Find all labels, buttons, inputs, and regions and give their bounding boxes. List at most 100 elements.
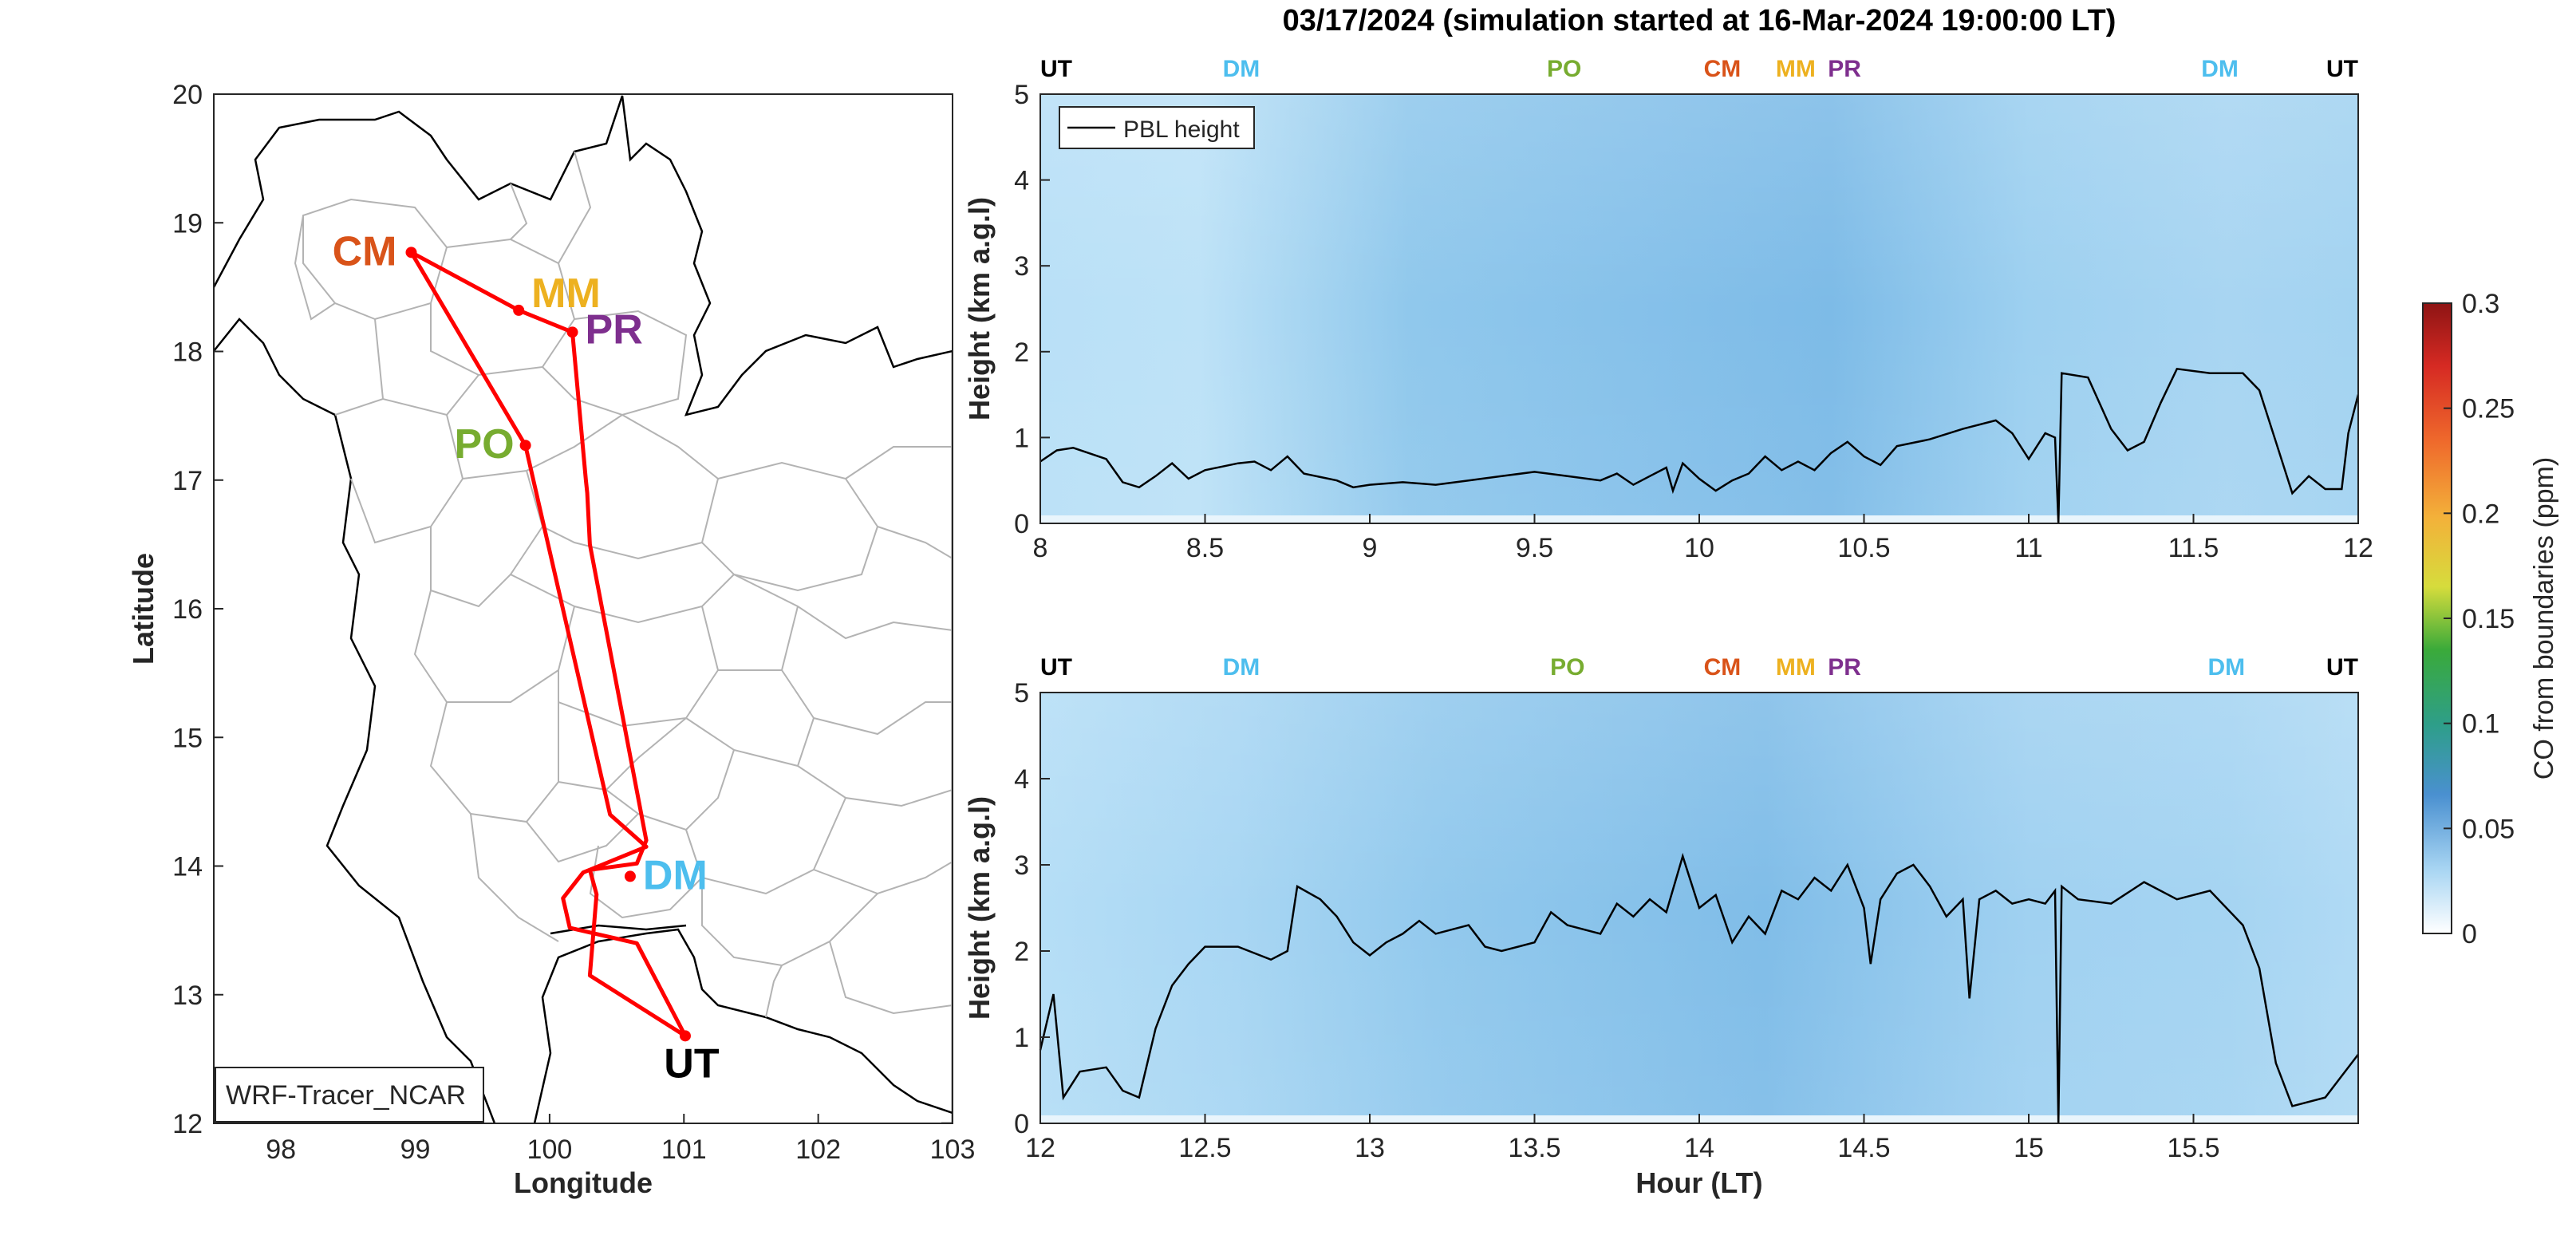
y-tick-label: 3 <box>1014 850 1029 881</box>
colorbar: 0 0.05 0.1 0.15 0.2 0.25 0.3 CO from boundarie… <box>2422 289 2559 949</box>
station-label: MM <box>531 270 601 317</box>
colorbar-ticks: 0 0.05 0.1 0.15 0.2 0.25 0.3 <box>2444 289 2515 949</box>
colorbar-tick-label: 0.3 <box>2462 289 2499 319</box>
colorbar-tick-label: 0.1 <box>2462 709 2499 740</box>
map-y-ticks: 12 13 14 15 16 17 18 19 20 <box>172 80 223 1139</box>
bottom-x-axis-label: Hour (LT) <box>1635 1166 1762 1199</box>
map-x-tick-label: 103 <box>930 1135 976 1165</box>
station-label: PO <box>454 421 514 468</box>
x-tick-label: 12.5 <box>1178 1133 1231 1163</box>
stop-label: DM <box>1223 654 1260 681</box>
y-tick-label: 0 <box>1014 1109 1029 1139</box>
province-borders <box>294 151 953 1018</box>
top-stop-labels: UT DM PO CM MM PR DM UT <box>1040 56 2358 82</box>
stop-label: UT <box>2326 654 2358 681</box>
map-legend: WRF-Tracer_NCAR <box>215 1067 484 1123</box>
x-tick-label: 8.5 <box>1186 533 1224 563</box>
x-tick-label: 11.5 <box>2168 533 2219 563</box>
stop-label: PR <box>1828 56 1861 82</box>
station-marker <box>624 870 636 882</box>
stop-label: UT <box>2326 56 2358 82</box>
map-y-tick-label: 17 <box>172 466 203 496</box>
y-tick-label: 4 <box>1014 166 1029 196</box>
y-tick-label: 0 <box>1014 509 1029 539</box>
x-tick-label: 11 <box>2014 533 2042 563</box>
stop-label: UT <box>1040 654 1072 681</box>
x-tick-label: 14 <box>1684 1133 1714 1163</box>
bottom-pbl-line <box>1039 852 2359 1124</box>
station-marker <box>679 1030 691 1042</box>
station-label: CM <box>333 228 397 274</box>
colorbar-tick-label: 0.15 <box>2462 604 2515 634</box>
stop-label: CM <box>1704 56 1742 82</box>
station-dots <box>405 247 691 1042</box>
stop-label: PO <box>1547 56 1581 82</box>
x-tick-label: 8 <box>1033 533 1048 563</box>
map-legend-label: WRF-Tracer_NCAR <box>226 1080 466 1111</box>
stop-label: MM <box>1776 654 1816 681</box>
x-tick-label: 12 <box>1025 1133 1055 1163</box>
y-tick-label: 4 <box>1014 764 1029 795</box>
map-y-tick-label: 20 <box>172 80 203 110</box>
x-tick-label: 9 <box>1363 533 1378 563</box>
map-y-tick-label: 15 <box>172 723 203 753</box>
x-tick-label: 13 <box>1355 1133 1385 1163</box>
map-x-tick-label: 102 <box>795 1135 841 1165</box>
country-border-north-east <box>214 95 953 1123</box>
x-tick-label: 10.5 <box>1837 533 1890 563</box>
station-marker <box>513 304 525 316</box>
map-legend-box <box>215 1067 484 1123</box>
bottom-stop-labels: UT DM PO CM MM PR DM UT <box>1040 654 2358 681</box>
coastline <box>533 928 953 1123</box>
x-tick-label: 13.5 <box>1508 1133 1560 1163</box>
stop-label: UT <box>1040 56 1072 82</box>
country-border-west <box>214 318 496 1123</box>
x-tick-label: 15.5 <box>2167 1133 2219 1163</box>
stop-label: CM <box>1704 654 1742 681</box>
station-marker <box>566 326 578 338</box>
top-x-ticks: 8 8.5 9 9.5 10 10.5 11 11.5 12 <box>1033 514 2373 563</box>
y-tick-label: 5 <box>1014 80 1029 110</box>
colorbar-tick-label: 0.05 <box>2462 814 2515 844</box>
y-tick-label: 3 <box>1014 251 1029 282</box>
bottom-x-ticks: 12 12.5 13 13.5 14 14.5 15 15.5 <box>1025 1114 2220 1163</box>
pbl-legend: PBL height <box>1059 106 1255 149</box>
station-label: PR <box>586 306 643 353</box>
station-label: UT <box>664 1040 720 1087</box>
map-x-tick-label: 100 <box>527 1135 573 1165</box>
map-y-tick-label: 13 <box>172 981 203 1011</box>
stop-label: PO <box>1550 654 1584 681</box>
map-x-tick-label: 99 <box>400 1135 431 1165</box>
x-tick-label: 10 <box>1684 533 1714 563</box>
map-borders <box>214 95 953 1123</box>
y-tick-label: 5 <box>1014 678 1029 708</box>
stop-label: DM <box>2207 654 2245 681</box>
y-tick-label: 1 <box>1014 423 1029 453</box>
y-tick-label: 2 <box>1014 337 1029 368</box>
map-y-tick-label: 12 <box>172 1109 203 1139</box>
map-x-ticks: 98 99 100 101 102 103 <box>266 1114 975 1165</box>
top-y-axis-label: Height (km a.g.l) <box>963 197 996 420</box>
station-label: DM <box>643 852 708 898</box>
top-pbl-line <box>1039 367 2360 524</box>
map-y-tick-label: 19 <box>172 208 203 239</box>
colorbar-tick-label: 0.2 <box>2462 499 2499 529</box>
map-y-tick-label: 18 <box>172 337 203 368</box>
top-y-ticks: 0 1 2 3 4 5 <box>1014 80 1050 539</box>
map-y-axis-label: Latitude <box>127 553 160 665</box>
colorbar-tick-label: 0 <box>2462 919 2477 949</box>
y-tick-label: 2 <box>1014 937 1029 967</box>
x-tick-label: 12 <box>2343 533 2373 563</box>
x-tick-label: 14.5 <box>1837 1133 1890 1163</box>
stop-label: DM <box>1223 56 1260 82</box>
bottom-y-axis-label: Height (km a.g.l) <box>963 796 996 1020</box>
pbl-legend-label: PBL height <box>1123 116 1240 143</box>
x-tick-label: 9.5 <box>1516 533 1553 563</box>
bottom-y-ticks: 0 1 2 3 4 5 <box>1014 678 1050 1139</box>
map-x-tick-label: 98 <box>266 1135 296 1165</box>
